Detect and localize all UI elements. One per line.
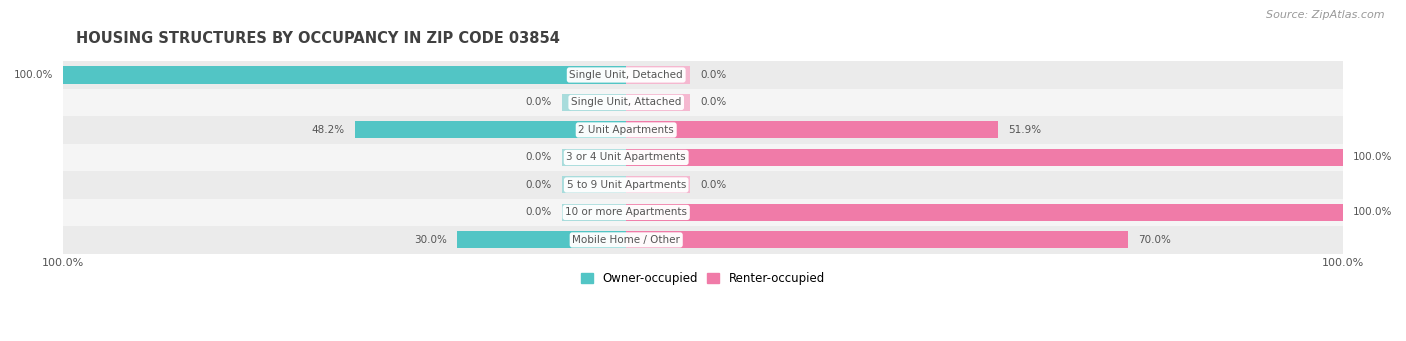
Text: 100.0%: 100.0% <box>1353 207 1392 218</box>
Text: 0.0%: 0.0% <box>526 180 553 190</box>
Text: 30.0%: 30.0% <box>415 235 447 245</box>
Bar <box>457 232 626 249</box>
Bar <box>626 66 690 84</box>
Text: 48.2%: 48.2% <box>311 125 344 135</box>
Bar <box>63 66 626 84</box>
Bar <box>63 226 1343 254</box>
Bar <box>63 61 1343 89</box>
Text: 0.0%: 0.0% <box>526 207 553 218</box>
Bar <box>63 144 1343 171</box>
Text: 0.0%: 0.0% <box>700 180 727 190</box>
Text: 5 to 9 Unit Apartments: 5 to 9 Unit Apartments <box>567 180 686 190</box>
Text: 100.0%: 100.0% <box>14 70 53 80</box>
Text: Source: ZipAtlas.com: Source: ZipAtlas.com <box>1267 10 1385 20</box>
Bar <box>626 232 1128 249</box>
Bar <box>63 116 1343 144</box>
Text: 0.0%: 0.0% <box>700 70 727 80</box>
Text: 0.0%: 0.0% <box>700 98 727 107</box>
Bar <box>562 94 626 111</box>
Bar <box>626 204 1343 221</box>
Text: 70.0%: 70.0% <box>1137 235 1171 245</box>
Text: HOUSING STRUCTURES BY OCCUPANCY IN ZIP CODE 03854: HOUSING STRUCTURES BY OCCUPANCY IN ZIP C… <box>76 31 560 46</box>
Bar <box>63 89 1343 116</box>
Text: Single Unit, Attached: Single Unit, Attached <box>571 98 682 107</box>
Text: 3 or 4 Unit Apartments: 3 or 4 Unit Apartments <box>567 152 686 162</box>
Text: 51.9%: 51.9% <box>1008 125 1042 135</box>
Legend: Owner-occupied, Renter-occupied: Owner-occupied, Renter-occupied <box>576 268 830 290</box>
Bar <box>626 149 1343 166</box>
Bar <box>626 121 998 138</box>
Text: 0.0%: 0.0% <box>526 98 553 107</box>
Bar <box>63 199 1343 226</box>
Bar <box>562 176 626 193</box>
Text: 0.0%: 0.0% <box>526 152 553 162</box>
Bar <box>354 121 626 138</box>
Text: Mobile Home / Other: Mobile Home / Other <box>572 235 681 245</box>
Bar <box>63 171 1343 199</box>
Text: 10 or more Apartments: 10 or more Apartments <box>565 207 688 218</box>
Bar <box>562 204 626 221</box>
Bar <box>626 176 690 193</box>
Text: Single Unit, Detached: Single Unit, Detached <box>569 70 683 80</box>
Text: 2 Unit Apartments: 2 Unit Apartments <box>578 125 673 135</box>
Text: 100.0%: 100.0% <box>1353 152 1392 162</box>
Bar <box>562 149 626 166</box>
Bar <box>626 94 690 111</box>
